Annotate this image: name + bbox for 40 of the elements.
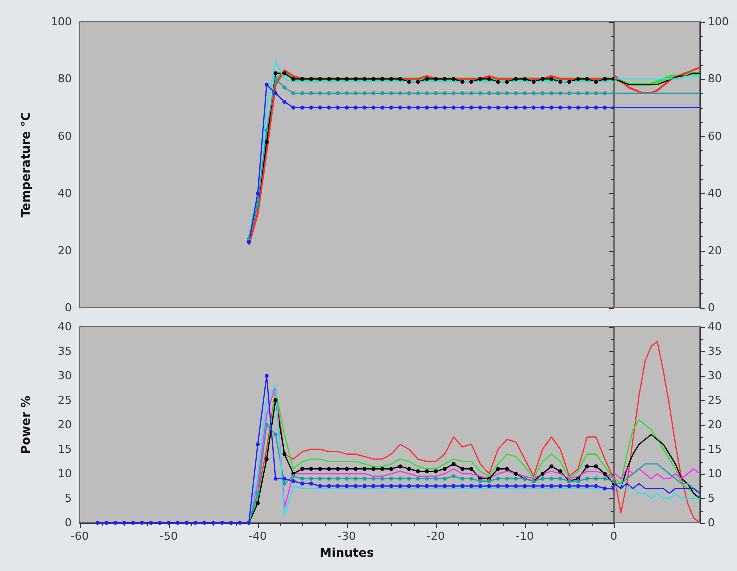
y-tick-label: 0 <box>708 516 715 530</box>
y-tick-label: 30 <box>708 370 722 382</box>
y-tick-label: 100 <box>708 16 729 28</box>
y-tick-label: 5 <box>65 492 72 505</box>
y-tick-label: 10 <box>708 468 722 480</box>
y-tick-label: 35 <box>708 345 722 358</box>
y-tick-label: 20 <box>58 244 72 258</box>
y-tick-label: 0 <box>65 516 72 530</box>
x-tick-label: -60 <box>71 530 89 543</box>
x-tick-label: -40 <box>249 530 267 543</box>
y-tick-label: 15 <box>708 443 722 456</box>
y-tick-label: 0 <box>708 302 715 314</box>
y-axis-title: Power % <box>19 396 33 454</box>
y-tick-label: 40 <box>58 320 72 334</box>
x-tick-label: -10 <box>516 530 534 543</box>
y-tick-label: 25 <box>708 394 722 407</box>
y-tick-label: 20 <box>58 418 72 432</box>
y-tick-label: 25 <box>58 394 72 407</box>
x-tick-label: -50 <box>160 530 178 543</box>
y-tick-label: 35 <box>58 345 72 358</box>
y-tick-label: 60 <box>58 130 72 143</box>
x-axis-title: Minutes <box>320 546 374 560</box>
y-tick-label: 60 <box>708 130 722 143</box>
y-tick-label: 15 <box>58 443 72 456</box>
y-tick-label: 10 <box>58 468 72 480</box>
x-tick-label: -20 <box>427 530 445 543</box>
y-tick-label: 40 <box>708 187 722 200</box>
y-tick-label: 40 <box>708 320 722 334</box>
x-tick-label: 0 <box>610 530 618 543</box>
y-tick-label: 30 <box>58 370 72 382</box>
y-axis-title: Temperature °C <box>19 112 33 218</box>
y-tick-label: 80 <box>708 72 722 86</box>
x-tick-label: -30 <box>338 530 356 543</box>
y-tick-label: 100 <box>51 16 72 28</box>
y-tick-label: 80 <box>58 72 72 86</box>
y-tick-label: 20 <box>708 418 722 432</box>
y-tick-label: 40 <box>58 187 72 200</box>
y-tick-label: 5 <box>708 492 715 505</box>
y-tick-label: 20 <box>708 244 722 258</box>
y-tick-label: 0 <box>65 302 72 314</box>
